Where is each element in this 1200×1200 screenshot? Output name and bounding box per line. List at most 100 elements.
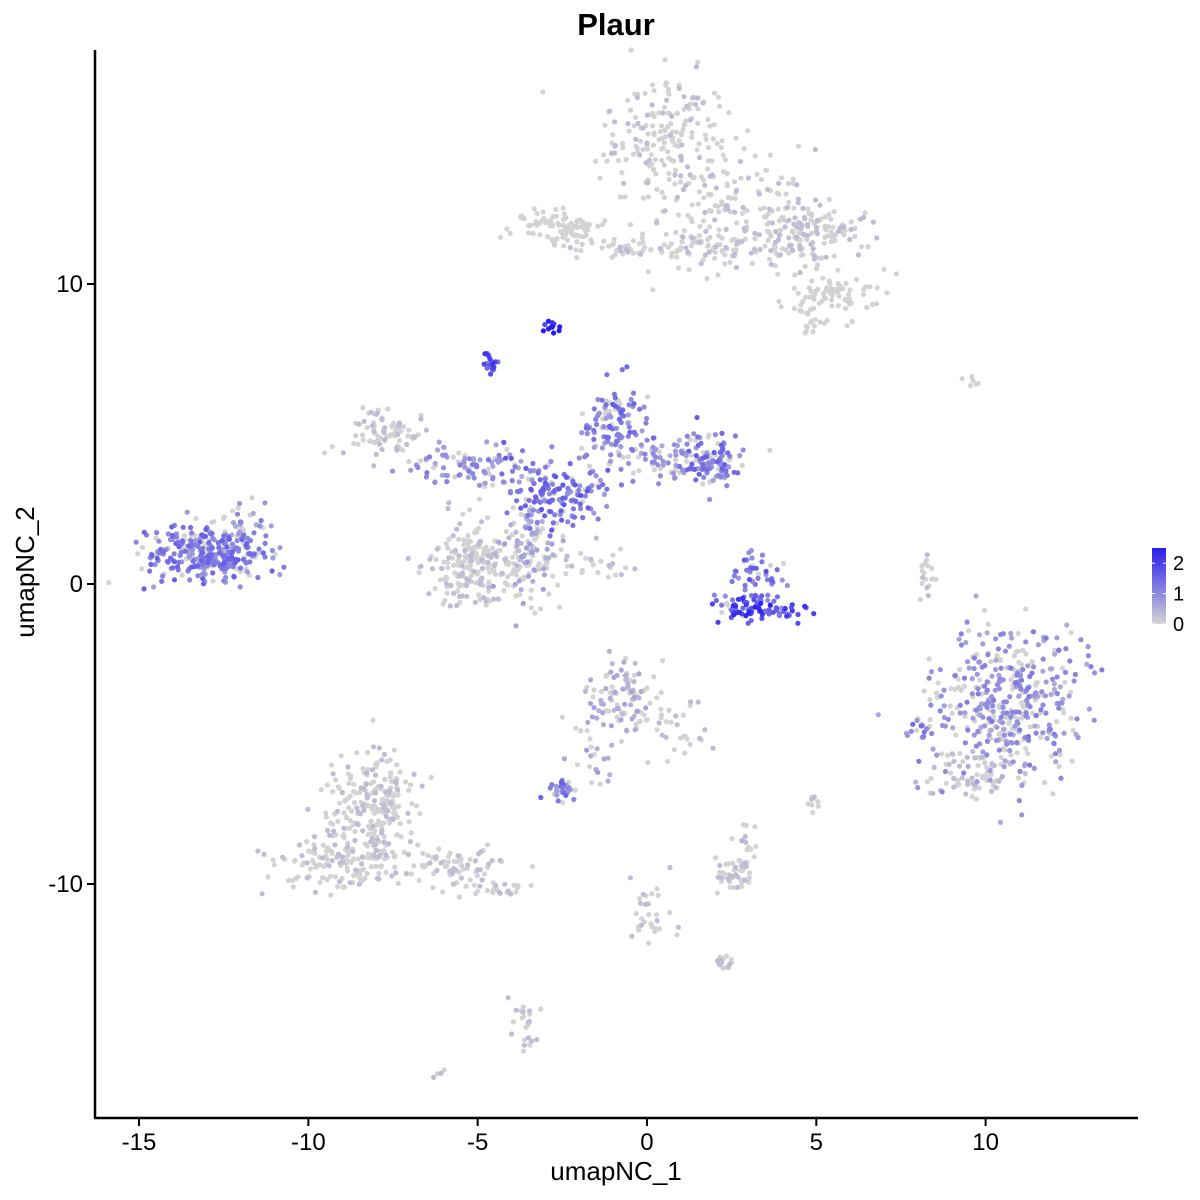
data-point xyxy=(516,479,522,485)
data-point xyxy=(719,602,725,608)
data-point xyxy=(617,245,623,251)
data-point xyxy=(1044,735,1050,741)
data-point xyxy=(672,167,679,173)
data-point xyxy=(976,785,982,791)
data-point xyxy=(812,317,819,323)
data-point xyxy=(237,500,243,507)
data-point xyxy=(410,434,416,440)
data-point xyxy=(598,558,604,564)
data-point xyxy=(782,224,788,230)
data-point xyxy=(542,476,548,482)
data-point xyxy=(550,481,556,487)
data-point xyxy=(828,216,834,222)
data-point xyxy=(324,877,330,883)
data-point xyxy=(509,554,516,560)
data-point xyxy=(141,586,147,592)
data-point xyxy=(969,775,975,781)
data-point xyxy=(533,219,539,225)
data-point xyxy=(389,423,395,429)
data-point xyxy=(135,551,141,557)
data-point xyxy=(378,783,384,789)
data-point xyxy=(516,578,523,584)
data-point xyxy=(320,875,326,881)
data-point xyxy=(786,199,792,205)
data-point xyxy=(817,319,823,325)
data-point xyxy=(609,661,615,667)
data-point xyxy=(469,550,475,557)
data-point xyxy=(751,854,757,860)
data-point xyxy=(1062,669,1069,675)
data-point xyxy=(151,584,157,590)
data-point xyxy=(368,818,374,825)
data-point xyxy=(632,114,639,121)
data-point xyxy=(715,958,721,964)
data-point xyxy=(1013,709,1019,715)
data-point xyxy=(709,172,715,178)
data-point xyxy=(952,686,958,693)
data-point xyxy=(729,836,735,842)
data-point xyxy=(685,212,691,218)
data-point xyxy=(405,555,411,562)
data-point xyxy=(523,465,529,471)
data-point xyxy=(700,218,707,224)
data-point xyxy=(587,470,593,476)
data-point xyxy=(1068,715,1074,721)
data-point xyxy=(689,134,695,140)
data-point xyxy=(602,218,608,224)
data-point xyxy=(370,717,376,723)
data-point xyxy=(984,679,990,685)
data-point xyxy=(152,562,158,568)
data-point xyxy=(698,174,704,180)
data-point xyxy=(404,441,410,447)
data-point xyxy=(618,409,624,416)
data-point xyxy=(958,642,965,648)
data-point xyxy=(678,173,684,179)
data-point xyxy=(379,796,385,803)
data-point xyxy=(1000,720,1006,726)
data-point xyxy=(523,545,530,551)
data-point xyxy=(631,679,637,685)
data-point xyxy=(491,562,498,569)
data-point xyxy=(490,361,496,367)
data-point xyxy=(574,762,581,768)
data-point xyxy=(805,206,811,212)
data-point xyxy=(341,810,347,816)
data-point xyxy=(809,213,815,219)
data-point xyxy=(378,863,384,869)
data-point xyxy=(545,234,551,240)
data-point xyxy=(942,723,949,729)
data-point xyxy=(340,450,346,456)
data-point xyxy=(644,112,650,118)
data-point xyxy=(531,480,537,487)
data-point xyxy=(752,230,758,236)
data-point xyxy=(509,468,516,474)
data-point xyxy=(821,240,828,246)
data-point xyxy=(156,538,162,544)
data-point xyxy=(525,1019,531,1025)
data-point xyxy=(973,743,980,749)
data-point xyxy=(518,511,524,518)
data-point xyxy=(578,505,584,512)
data-point xyxy=(509,1031,515,1037)
data-point xyxy=(687,465,693,472)
data-point xyxy=(803,294,809,300)
data-point xyxy=(705,158,712,164)
data-point xyxy=(591,705,597,711)
data-point xyxy=(623,565,629,571)
data-point xyxy=(974,772,980,778)
data-point xyxy=(528,595,534,601)
data-point xyxy=(159,578,165,584)
data-point xyxy=(395,792,401,798)
data-point xyxy=(531,567,537,573)
data-point xyxy=(1025,750,1031,757)
data-point xyxy=(934,752,940,758)
data-point xyxy=(993,785,999,791)
data-point xyxy=(479,877,485,883)
data-point xyxy=(588,556,594,562)
data-point xyxy=(219,538,225,544)
y-ticks: 100-10 xyxy=(48,271,95,898)
data-point xyxy=(1007,748,1013,754)
data-point xyxy=(1063,646,1069,652)
data-point xyxy=(339,854,345,860)
data-point xyxy=(797,270,803,276)
